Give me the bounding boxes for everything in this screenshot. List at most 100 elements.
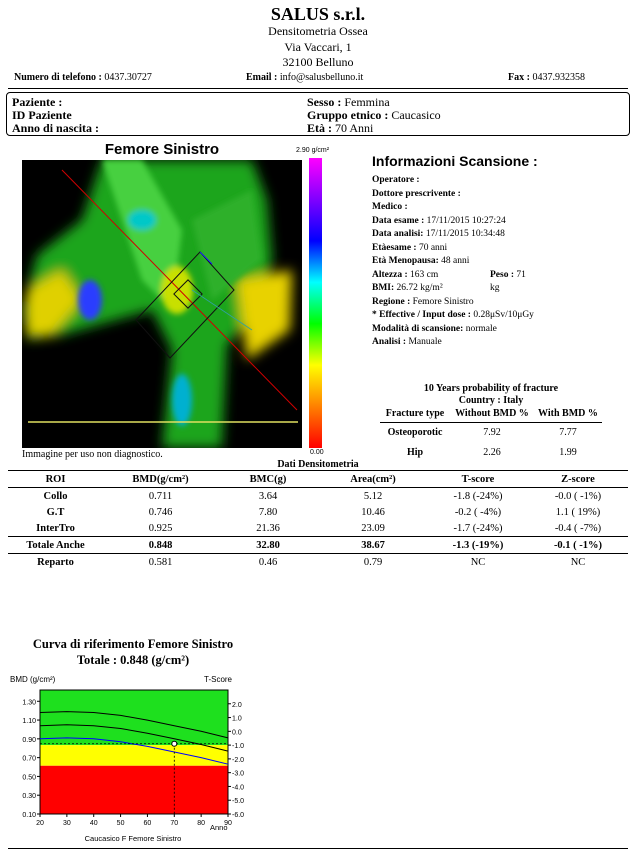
y-left-tick-label: 0.10	[22, 812, 36, 819]
analysis-label: Analisi :	[372, 337, 407, 347]
x-tick-label: 20	[36, 820, 44, 827]
tscore-cell: -0.2 ( -4%)	[454, 506, 502, 518]
curve-xlabel: Anno	[210, 823, 228, 832]
height: 163 cm	[409, 269, 439, 280]
street: Via Vaccari, 1	[284, 40, 352, 54]
scan-mode: normale	[465, 323, 497, 334]
zscore-cell: -0.0 ( -1%)	[554, 490, 602, 502]
region-label: Regione :	[372, 296, 411, 307]
bmc-cell: 0.46	[258, 556, 278, 568]
scan-mode-label: Modalità di scansione:	[372, 323, 464, 334]
densitometry-top-divider	[8, 470, 628, 471]
y-right-tick-label: -1.0	[232, 743, 244, 750]
y-left-tick-label: 1.10	[22, 718, 36, 725]
curve-title: Curva di riferimento Femore Sinistro	[32, 637, 234, 651]
city: 32100 Belluno	[282, 55, 354, 69]
col-zscore: Z-score	[561, 473, 595, 485]
zscore-cell: NC	[570, 556, 586, 568]
zscore-cell: -0.4 ( -7%)	[554, 522, 602, 534]
analysis-date: 17/11/2015 10:34:48	[425, 229, 505, 239]
curve-ylabel-left: BMD (g/cm²)	[10, 675, 56, 684]
area-cell: 0.79	[363, 556, 383, 568]
patient-name-label: Paziente :	[12, 95, 63, 109]
femur-scan-image	[22, 160, 302, 448]
densitometry-title: Dati Densitometria	[277, 459, 359, 470]
bmc-cell: 3.64	[258, 490, 278, 502]
curve-total: Totale : 0.848 (g/cm²)	[76, 653, 190, 667]
menopause: 48 anni	[441, 256, 470, 266]
fax-label: Fax :	[508, 72, 530, 83]
area-cell: 23.09	[361, 522, 385, 534]
physician-label: Medico :	[372, 202, 408, 212]
sex-row: Sesso : Femmina	[307, 95, 390, 110]
image-title: Femore Sinistro	[104, 141, 220, 158]
fracture-country: Country : Italy	[458, 395, 524, 406]
scan-info-title: Informazioni Scansione :	[372, 153, 538, 169]
sex-label: Sesso :	[307, 95, 342, 109]
fracture-table: Fracture type Without BMD % With BMD % O…	[380, 405, 602, 463]
roi-cell: G.T	[46, 506, 65, 518]
analysis: Manuale	[408, 337, 442, 347]
roi-cell: Collo	[43, 490, 68, 502]
doctor-label: Dottore prescrivente :	[372, 188, 461, 199]
scale-min: 0.00	[310, 449, 324, 456]
col-roi: ROI	[45, 473, 66, 485]
sex-value: Femmina	[344, 95, 390, 109]
fracture-type: Osteoporotic	[387, 427, 443, 439]
birth-year-label: Anno di nascita :	[12, 121, 100, 135]
ethnic-label: Gruppo etnico :	[307, 108, 389, 122]
zscore-cell: -0.1 ( -1%)	[553, 539, 603, 551]
fracture-col-type: Fracture type	[385, 408, 445, 419]
bmd-cell: 0.746	[148, 506, 173, 518]
dose: 0.28μSv/10μGy	[473, 310, 534, 320]
y-right-tick-label: 2.0	[232, 702, 242, 709]
menopause-label: Età Menopausa:	[372, 256, 439, 266]
zone-osteoporosis	[40, 765, 228, 814]
patient-box: Paziente : ID Paziente Anno di nascita :…	[6, 92, 630, 136]
table-row: Totale Anche 0.848 32.80 38.67 -1.3 (-19…	[8, 537, 628, 554]
y-left-tick-label: 0.70	[22, 756, 36, 763]
patient-point	[171, 740, 178, 747]
bmi: 26.72 kg/m²	[396, 283, 443, 293]
scan-info-list: Operatore : Dottore prescrivente : Medic…	[372, 174, 534, 350]
operator-label: Operatore :	[372, 175, 420, 185]
y-right-tick-label: -4.0	[232, 784, 244, 791]
email-row: Email : info@salusbelluno.it	[246, 72, 363, 83]
tscore-cell: NC	[470, 556, 486, 568]
col-area: Area(cm²)	[350, 473, 396, 485]
col-bmd: BMD(g/cm²)	[132, 473, 189, 485]
table-row: InterTro 0.925 21.36 23.09 -1.7 (-24%) -…	[8, 520, 628, 537]
y-left-tick-label: 0.50	[22, 774, 36, 781]
densitometry-table: ROI BMD(g/cm²) BMC(g) Area(cm²) T-score …	[8, 471, 628, 570]
fax-row: Fax : 0437.932358	[508, 72, 585, 83]
fracture-with: 7.77	[559, 427, 577, 439]
upper-reference-line	[39, 711, 229, 739]
weight: 71 kg	[490, 269, 526, 294]
bmd-cell: 0.581	[148, 556, 173, 568]
fax-value: 0437.932358	[532, 72, 585, 83]
table-row: G.T 0.746 7.80 10.46 -0.2 ( -4%) 1.1 ( 1…	[8, 504, 628, 520]
height-label: Altezza :	[372, 269, 408, 280]
y-left-tick-label: 0.30	[22, 793, 36, 800]
y-right-tick-label: -6.0	[232, 812, 244, 819]
tscore-cell: -1.8 (-24%)	[453, 490, 503, 502]
exam-date: 17/11/2015 10:27:24	[426, 215, 506, 226]
age-value: 70 Anni	[335, 121, 374, 135]
scale-max: 2.90 g/cm²	[296, 147, 330, 154]
age-label: Età :	[307, 121, 332, 135]
disclaimer: Immagine per uso non diagnostico.	[22, 449, 163, 460]
col-bmc: BMC(g)	[249, 473, 287, 485]
y-right-tick-label: -3.0	[232, 771, 244, 778]
x-tick-label: 70	[170, 820, 178, 827]
exam-date-label: Data esame :	[372, 215, 425, 226]
bmc-cell: 7.80	[258, 506, 278, 518]
x-tick-label: 40	[90, 820, 98, 827]
region: Femore Sinistro	[412, 296, 474, 307]
fracture-col-with: With BMD %	[538, 408, 598, 419]
bmc-cell: 32.80	[256, 539, 280, 551]
fracture-title: 10 Years probability of fracture	[423, 383, 559, 394]
bmi-label: BMI:	[372, 283, 395, 293]
bmd-cell: 0.848	[148, 539, 173, 551]
patient-id-label: ID Paziente	[12, 108, 72, 122]
company-name: SALUS s.r.l.	[270, 4, 366, 24]
